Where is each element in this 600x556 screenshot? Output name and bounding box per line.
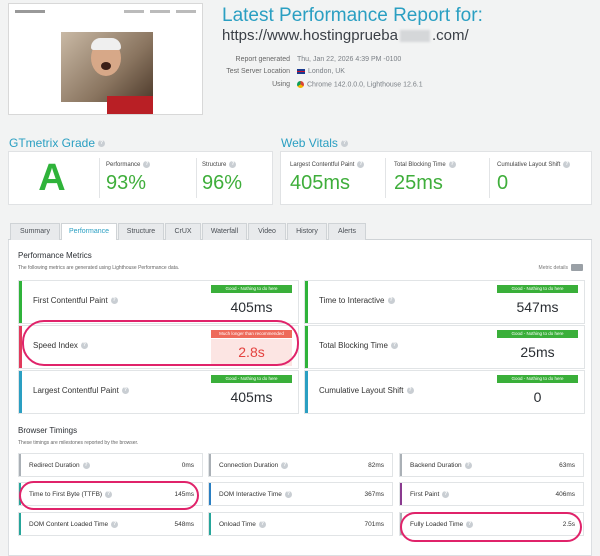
chrome-icon: [297, 81, 304, 88]
timing-onload: Onload Time? 701ms: [208, 512, 393, 536]
help-icon[interactable]: ?: [258, 521, 266, 528]
timing-dom-interactive: DOM Interactive Time? 367ms: [208, 482, 393, 506]
metric-card-tbt[interactable]: Total Blocking Time? Good - Nothing to d…: [304, 325, 585, 369]
timing-first-paint: First Paint? 406ms: [399, 482, 584, 506]
performance-metrics-description: The following metrics are generated usin…: [18, 265, 180, 271]
web-vitals-panel: Largest Contentful Paint? 405ms Total Bl…: [280, 151, 592, 205]
thumbnail-nav-link: [150, 9, 170, 13]
toggle-switch[interactable]: [571, 264, 583, 271]
grade-letter: A: [38, 156, 66, 199]
redacted-url-part: [399, 30, 430, 43]
metric-value: 2.8s: [211, 339, 292, 366]
help-icon[interactable]: ?: [80, 342, 88, 350]
uk-flag-icon: [297, 68, 305, 74]
status-badge: Good - Nothing to do here: [497, 330, 578, 338]
status-badge: Good - Nothing to do here: [497, 285, 578, 293]
timing-backend: Backend Duration? 63ms: [399, 453, 584, 477]
help-icon[interactable]: ?: [229, 161, 237, 168]
tab-waterfall[interactable]: Waterfall: [202, 223, 247, 240]
tab-video[interactable]: Video: [248, 223, 286, 240]
help-icon[interactable]: ?: [340, 140, 348, 148]
metric-value: 0: [533, 389, 542, 405]
status-badge: Good - Nothing to do here: [211, 375, 292, 383]
meta-server-location: Test Server Location London, UK: [226, 68, 345, 75]
report-title: Latest Performance Report for:: [222, 5, 483, 26]
meta-report-generated: Report generated Thu, Jan 22, 2026 4:39 …: [235, 56, 402, 63]
help-icon[interactable]: ?: [563, 161, 571, 168]
report-tabs: Summary Performance Structure CrUX Water…: [8, 223, 592, 241]
thumbnail-banner: [107, 96, 153, 114]
tab-performance[interactable]: Performance: [61, 223, 117, 241]
metric-card-tti[interactable]: Time to Interactive? Good - Nothing to d…: [304, 280, 585, 324]
thumbnail-logo: [15, 9, 45, 13]
report-meta: Report generated Thu, Jan 22, 2026 4:39 …: [210, 56, 510, 96]
report-url[interactable]: https://www.hostingprueba .com/: [222, 27, 469, 44]
help-icon[interactable]: ?: [284, 491, 292, 498]
thumbnail-hero-image: [61, 32, 153, 102]
metric-value: 25ms: [520, 344, 555, 360]
tab-history[interactable]: History: [287, 223, 327, 240]
status-badge: Good - Nothing to do here: [497, 375, 578, 383]
metric-details-toggle[interactable]: Metric details: [539, 264, 583, 271]
tab-structure[interactable]: Structure: [118, 223, 164, 240]
metric-value: 405ms: [230, 389, 273, 405]
help-icon[interactable]: ?: [110, 297, 118, 305]
help-icon[interactable]: ?: [281, 462, 289, 469]
performance-value: 93%: [106, 172, 147, 194]
browser-timings-heading: Browser Timings: [18, 426, 78, 435]
thumbnail-nav-link: [176, 9, 196, 13]
help-icon[interactable]: ?: [105, 491, 113, 498]
thumbnail-site-header: [9, 4, 202, 18]
help-icon[interactable]: ?: [387, 297, 395, 305]
status-badge: Much longer than recommended: [211, 330, 292, 338]
meta-using: Using Chrome 142.0.0.0, Lighthouse 12.6.…: [272, 81, 423, 89]
metric-card-lcp[interactable]: Largest Contentful Paint? Good - Nothing…: [18, 370, 299, 414]
help-icon[interactable]: ?: [111, 521, 119, 528]
web-vitals-heading: Web Vitals?: [281, 136, 348, 150]
help-icon[interactable]: ?: [466, 521, 474, 528]
timing-connection: Connection Duration? 82ms: [208, 453, 393, 477]
browser-timings-description: These timings are milestones reported by…: [18, 440, 139, 446]
grade-panel: A Performance? 93% Structure? 96%: [8, 151, 273, 205]
performance-panel: Performance Metrics The following metric…: [8, 240, 592, 556]
tab-alerts[interactable]: Alerts: [328, 223, 366, 240]
metric-card-speed-index[interactable]: Speed Index? Much longer than recommende…: [18, 325, 299, 369]
help-icon[interactable]: ?: [82, 462, 90, 469]
structure-value: 96%: [202, 172, 243, 194]
timing-ttfb: Time to First Byte (TTFB)? 145ms: [18, 482, 203, 506]
thumbnail-nav-link: [124, 9, 144, 13]
help-icon[interactable]: ?: [442, 491, 450, 498]
tab-summary[interactable]: Summary: [10, 223, 60, 240]
help-icon[interactable]: ?: [357, 161, 365, 168]
metric-value: 547ms: [516, 299, 559, 315]
url-end: .com/: [431, 27, 469, 44]
screenshot-thumbnail[interactable]: [8, 3, 203, 115]
metric-card-fcp[interactable]: First Contentful Paint? Good - Nothing t…: [18, 280, 299, 324]
grade-heading: GTmetrix Grade?: [9, 136, 106, 150]
status-badge: Good - Nothing to do here: [211, 285, 292, 293]
help-icon[interactable]: ?: [448, 161, 456, 168]
help-icon[interactable]: ?: [390, 342, 398, 350]
help-icon[interactable]: ?: [121, 387, 129, 395]
help-icon[interactable]: ?: [143, 161, 151, 168]
help-icon[interactable]: ?: [406, 387, 414, 395]
timing-dom-content-loaded: DOM Content Loaded Time? 548ms: [18, 512, 203, 536]
url-start: https://www.hostingprueba: [222, 27, 398, 44]
help-icon[interactable]: ?: [98, 140, 106, 148]
performance-metrics-heading: Performance Metrics: [18, 251, 92, 260]
tab-crux[interactable]: CrUX: [165, 223, 201, 240]
timing-fully-loaded: Fully Loaded Time? 2.5s: [399, 512, 584, 536]
timing-redirect: Redirect Duration? 0ms: [18, 453, 203, 477]
help-icon[interactable]: ?: [464, 462, 472, 469]
metric-card-cls[interactable]: Cumulative Layout Shift? Good - Nothing …: [304, 370, 585, 414]
metric-value: 405ms: [230, 299, 273, 315]
